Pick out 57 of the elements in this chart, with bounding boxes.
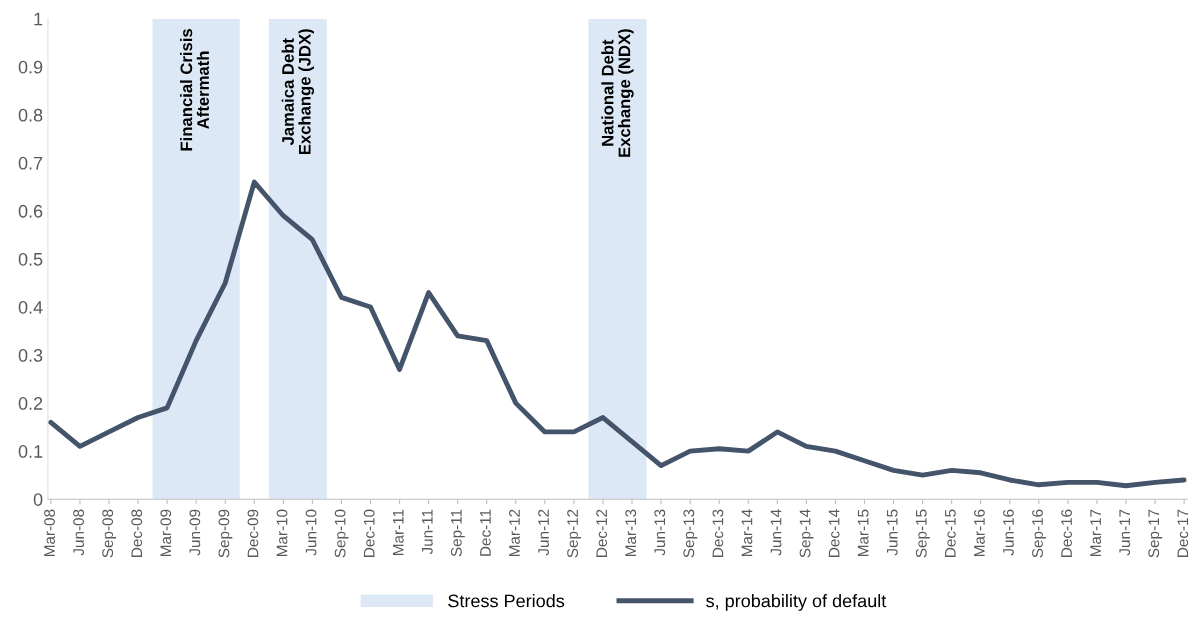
x-tick-label: Jun-08 [73, 509, 85, 556]
y-tick-label: 0.2 [18, 397, 43, 410]
x-tick-label: Jun-13 [654, 509, 666, 556]
y-tick-label: 0.3 [18, 348, 43, 362]
x-tick-label: Dec-11 [480, 509, 491, 556]
x-tick-label: Sep-12 [567, 509, 582, 558]
x-tick-label: Jun-09 [189, 509, 201, 556]
x-tick-label: Mar-17 [1090, 509, 1102, 557]
x-tick-label: Mar-15 [857, 509, 869, 557]
band-label: National Debt Exchange (NDX) [601, 29, 634, 157]
x-tick-label: Mar-16 [973, 509, 985, 557]
legend-label: s, probability of default [706, 594, 887, 611]
x-tick-label: Dec-17 [1177, 509, 1189, 557]
x-tick-label: Dec-09 [247, 509, 259, 557]
x-tick-label: Mar-12 [509, 509, 520, 557]
x-tick-label: Jun-11 [422, 509, 433, 555]
y-tick-label: 0.9 [18, 60, 43, 74]
x-tick-label: Dec-15 [945, 509, 956, 557]
x-tick-label: Jun-16 [1003, 509, 1014, 556]
x-tick-label: Sep-11 [450, 509, 465, 557]
x-tick-label: Sep-09 [218, 509, 233, 558]
y-tick-label: 0.4 [18, 300, 43, 314]
x-tick-label: Mar-08 [44, 509, 55, 557]
x-tick-label: Jun-17 [1119, 509, 1131, 556]
x-tick-label: Jun-14 [770, 509, 782, 556]
line-series [48, 179, 1187, 489]
y-tick-label: 0.7 [18, 156, 43, 170]
x-tick-label: Sep-10 [334, 509, 349, 558]
x-tick-label: Sep-16 [1032, 509, 1046, 558]
x-tick-label: Dec-16 [1061, 509, 1072, 557]
x-tick-label: Mar-10 [276, 509, 288, 557]
x-tick-label: Dec-10 [363, 509, 375, 557]
x-tick-label: Sep-13 [683, 509, 698, 558]
x-tick-label: Sep-15 [915, 509, 930, 558]
x-tick-label: Mar-13 [625, 509, 637, 557]
x-tick-label: Dec-08 [131, 509, 143, 557]
y-tick-label: 0.6 [18, 204, 43, 218]
x-tick-label: Dec-13 [712, 509, 724, 557]
x-tick-label: Sep-14 [799, 509, 814, 558]
x-tick-label: Dec-14 [828, 509, 840, 557]
band-label: Jamaica Debt Exchange (JDX) [281, 29, 315, 155]
x-tick-label: Dec-12 [596, 509, 608, 557]
x-tick-label: Mar-11 [392, 509, 404, 555]
y-tick-label: 0.1 [18, 445, 43, 458]
x-tick-label: Sep-08 [102, 509, 117, 558]
x-tick-label: Mar-09 [160, 509, 172, 557]
x-tick-label: Mar-14 [741, 509, 753, 557]
y-tick-label: 1 [34, 12, 43, 26]
x-tick-label: Sep-17 [1148, 509, 1163, 558]
x-tick-label: Jun-12 [538, 509, 549, 556]
x-tick-label: Jun-10 [305, 509, 317, 556]
x-tick-label: Jun-15 [886, 509, 898, 556]
y-tick-label: 0.8 [18, 108, 43, 122]
y-tick-label: 0 [33, 493, 43, 506]
text: Stress Periods [448, 594, 565, 608]
y-tick-label: 0.5 [18, 252, 43, 266]
band-label: Financial Crisis Aftermath [180, 29, 209, 151]
